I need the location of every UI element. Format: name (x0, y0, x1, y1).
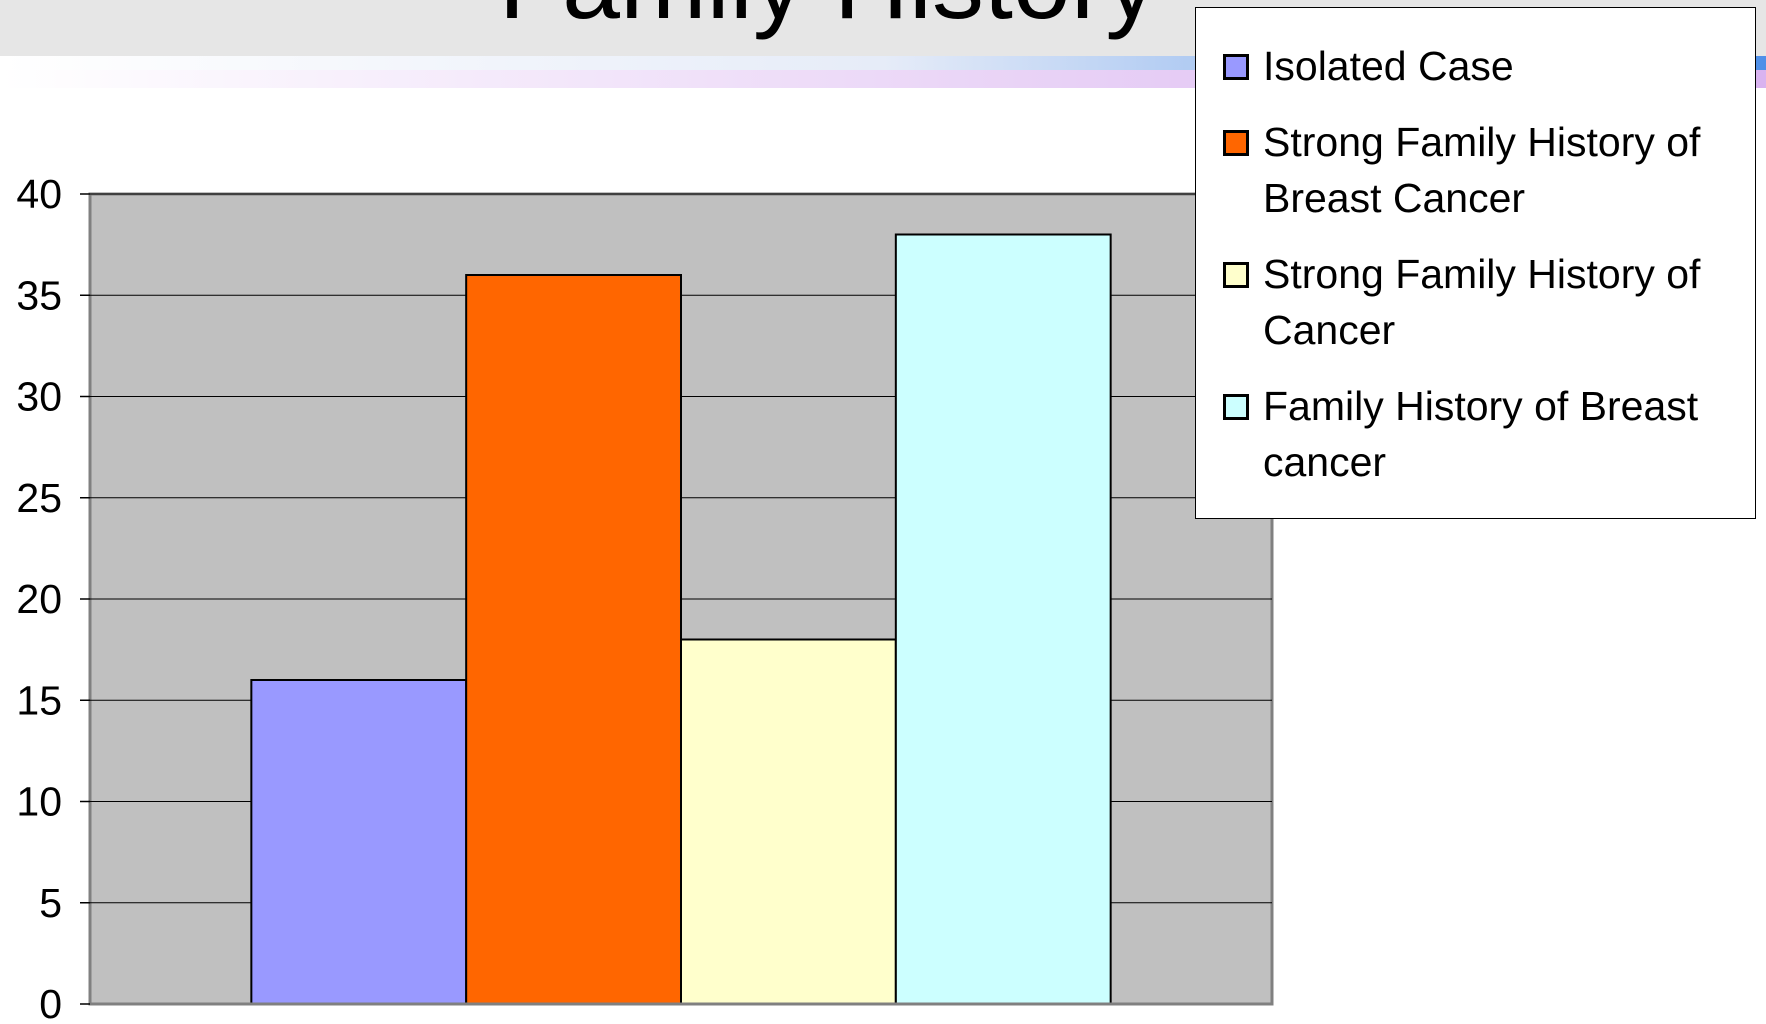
legend-label: Family History of Breast cancer (1263, 383, 1699, 485)
legend-label: Strong Family History of Cancer (1263, 251, 1701, 353)
legend-entry: Strong Family History of Breast Cancer (1223, 114, 1745, 226)
chart-title: Family History (499, 0, 1158, 41)
legend-entry: Strong Family History of Cancer (1223, 246, 1745, 358)
legend-swatch (1223, 130, 1249, 156)
bar (894, 233, 1112, 1005)
bar (465, 274, 683, 1005)
legend-swatch (1223, 262, 1249, 288)
bar (250, 679, 468, 1005)
legend-label: Strong Family History of Breast Cancer (1263, 119, 1701, 221)
legend-swatch (1223, 54, 1249, 80)
y-tick-label: 0 (39, 981, 62, 1024)
legend-entry: Isolated Case (1223, 38, 1745, 94)
y-tick-label: 20 (16, 576, 62, 622)
legend-entry: Family History of Breast cancer (1223, 378, 1745, 490)
legend-swatch (1223, 394, 1249, 420)
y-tick-label: 25 (16, 475, 62, 521)
y-tick-label: 5 (39, 880, 62, 926)
y-tick-label: 40 (16, 171, 62, 217)
y-tick-label: 10 (16, 779, 62, 825)
y-tick-label: 30 (16, 374, 62, 420)
y-tick-label: 35 (16, 272, 62, 318)
y-tick-label: 15 (16, 677, 62, 723)
legend: Isolated Case Strong Family History of Br… (1195, 7, 1756, 519)
bar (680, 638, 897, 1005)
legend-label: Isolated Case (1263, 43, 1514, 89)
